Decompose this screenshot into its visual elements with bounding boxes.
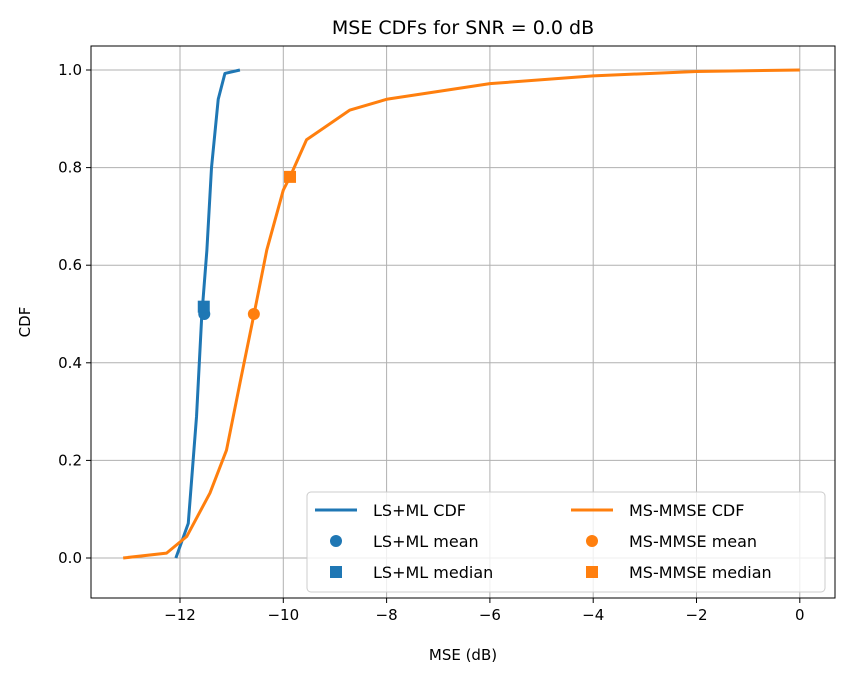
legend: LS+ML CDF LS+ML mean LS+ML median MS-MMSE C… [306, 491, 826, 593]
ms-mmse-mean-legend-swatch [586, 535, 598, 547]
x-tick-label: 0 [795, 606, 805, 624]
y-tick-label: 0.4 [58, 354, 82, 372]
legend-box [306, 491, 826, 593]
ms-mmse-mean-marker [247, 308, 260, 320]
x-tick-label: −2 [685, 606, 707, 624]
legend-label: LS+ML median [373, 563, 493, 582]
y-axis-label: CDF [16, 307, 34, 338]
chart-title: MSE CDFs for SNR = 0.0 dB [332, 17, 594, 39]
legend-label: LS+ML mean [373, 532, 479, 551]
ls-ml-cdf-line [174, 68, 241, 559]
legend-label: MS-MMSE median [629, 563, 772, 582]
ms-mmse-cdf-line [123, 68, 800, 560]
x-tick-label: −6 [479, 606, 501, 624]
plot-frame [90, 45, 836, 599]
ls-ml-median-legend-swatch [330, 566, 342, 578]
ms-mmse-median-marker [284, 170, 297, 183]
legend-label: LS+ML CDF [373, 501, 466, 520]
y-tick-label: 0.6 [58, 256, 82, 274]
y-tick-label: 0.2 [58, 451, 82, 469]
ls-ml-mean-legend-swatch [330, 535, 342, 547]
ls-ml-median-marker [197, 300, 210, 313]
legend-label: MS-MMSE mean [629, 532, 757, 551]
y-tick-label: 1.0 [58, 61, 82, 79]
series [123, 68, 800, 560]
x-axis-label: MSE (dB) [429, 646, 497, 664]
y-tick-label: 0.0 [58, 549, 82, 567]
ticks: −12 −10 −8 −6 −4 −2 0 0.0 0.2 0.4 0.6 0.8 1.0 [58, 61, 804, 624]
x-tick-label: −10 [267, 606, 299, 624]
x-tick-label: −4 [582, 606, 604, 624]
x-tick-label: −12 [164, 606, 196, 624]
y-tick-label: 0.8 [58, 159, 82, 177]
legend-label: MS-MMSE CDF [629, 501, 744, 520]
x-tick-label: −8 [376, 606, 398, 624]
ms-mmse-median-legend-swatch [586, 566, 598, 578]
